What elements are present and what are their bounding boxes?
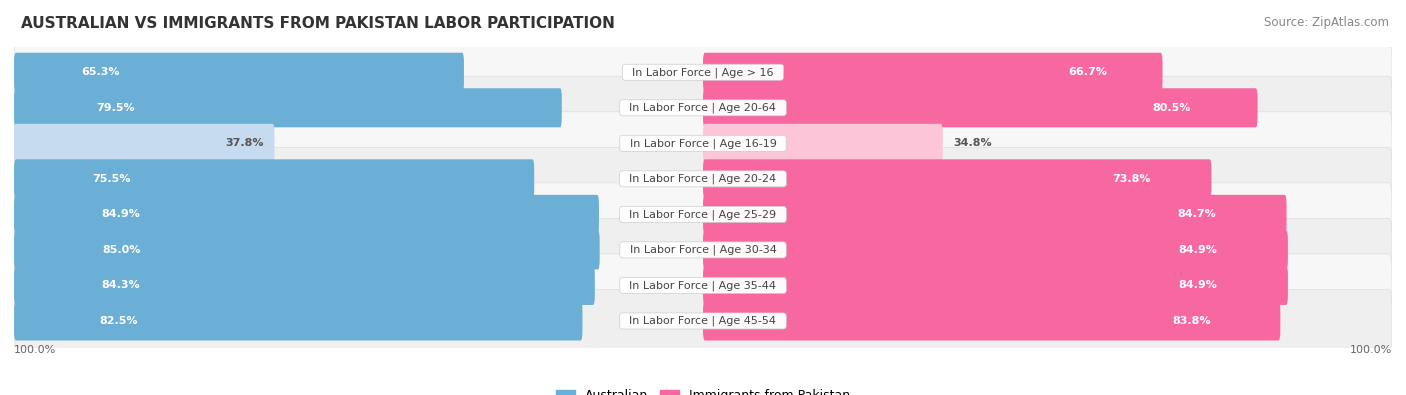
FancyBboxPatch shape — [14, 230, 599, 269]
Text: In Labor Force | Age 35-44: In Labor Force | Age 35-44 — [623, 280, 783, 291]
Text: 84.3%: 84.3% — [101, 280, 139, 290]
FancyBboxPatch shape — [14, 218, 1392, 281]
FancyBboxPatch shape — [14, 53, 464, 92]
Text: 100.0%: 100.0% — [14, 345, 56, 355]
Text: 75.5%: 75.5% — [91, 174, 131, 184]
Text: 83.8%: 83.8% — [1173, 316, 1211, 326]
FancyBboxPatch shape — [14, 76, 1392, 139]
Text: In Labor Force | Age 25-29: In Labor Force | Age 25-29 — [623, 209, 783, 220]
FancyBboxPatch shape — [703, 53, 1163, 92]
Text: In Labor Force | Age 20-64: In Labor Force | Age 20-64 — [623, 103, 783, 113]
Text: 34.8%: 34.8% — [953, 138, 991, 148]
Legend: Australian, Immigrants from Pakistan: Australian, Immigrants from Pakistan — [551, 384, 855, 395]
Text: 84.9%: 84.9% — [101, 209, 141, 219]
FancyBboxPatch shape — [14, 290, 1392, 352]
Text: Source: ZipAtlas.com: Source: ZipAtlas.com — [1264, 16, 1389, 29]
FancyBboxPatch shape — [14, 41, 1392, 104]
FancyBboxPatch shape — [14, 159, 534, 198]
Text: 37.8%: 37.8% — [225, 138, 264, 148]
Text: 84.9%: 84.9% — [1178, 245, 1218, 255]
Text: In Labor Force | Age 30-34: In Labor Force | Age 30-34 — [623, 245, 783, 255]
Text: AUSTRALIAN VS IMMIGRANTS FROM PAKISTAN LABOR PARTICIPATION: AUSTRALIAN VS IMMIGRANTS FROM PAKISTAN L… — [21, 16, 614, 31]
FancyBboxPatch shape — [703, 301, 1281, 340]
FancyBboxPatch shape — [703, 159, 1212, 198]
FancyBboxPatch shape — [703, 230, 1288, 269]
Text: 82.5%: 82.5% — [100, 316, 138, 326]
Text: 79.5%: 79.5% — [96, 103, 135, 113]
FancyBboxPatch shape — [14, 254, 1392, 317]
Text: 100.0%: 100.0% — [1350, 345, 1392, 355]
FancyBboxPatch shape — [14, 301, 582, 340]
FancyBboxPatch shape — [14, 112, 1392, 175]
Text: 80.5%: 80.5% — [1153, 103, 1191, 113]
Text: 84.7%: 84.7% — [1178, 209, 1216, 219]
Text: In Labor Force | Age > 16: In Labor Force | Age > 16 — [626, 67, 780, 77]
FancyBboxPatch shape — [14, 195, 599, 234]
FancyBboxPatch shape — [14, 147, 1392, 211]
FancyBboxPatch shape — [703, 124, 943, 163]
Text: 73.8%: 73.8% — [1112, 174, 1150, 184]
FancyBboxPatch shape — [14, 183, 1392, 246]
FancyBboxPatch shape — [703, 266, 1288, 305]
FancyBboxPatch shape — [14, 266, 595, 305]
Text: In Labor Force | Age 20-24: In Labor Force | Age 20-24 — [623, 173, 783, 184]
FancyBboxPatch shape — [14, 124, 274, 163]
Text: 84.9%: 84.9% — [1178, 280, 1218, 290]
Text: In Labor Force | Age 45-54: In Labor Force | Age 45-54 — [623, 316, 783, 326]
FancyBboxPatch shape — [703, 88, 1257, 127]
FancyBboxPatch shape — [703, 195, 1286, 234]
Text: 66.7%: 66.7% — [1069, 67, 1108, 77]
Text: 85.0%: 85.0% — [101, 245, 141, 255]
Text: 65.3%: 65.3% — [82, 67, 120, 77]
FancyBboxPatch shape — [14, 88, 562, 127]
Text: In Labor Force | Age 16-19: In Labor Force | Age 16-19 — [623, 138, 783, 149]
